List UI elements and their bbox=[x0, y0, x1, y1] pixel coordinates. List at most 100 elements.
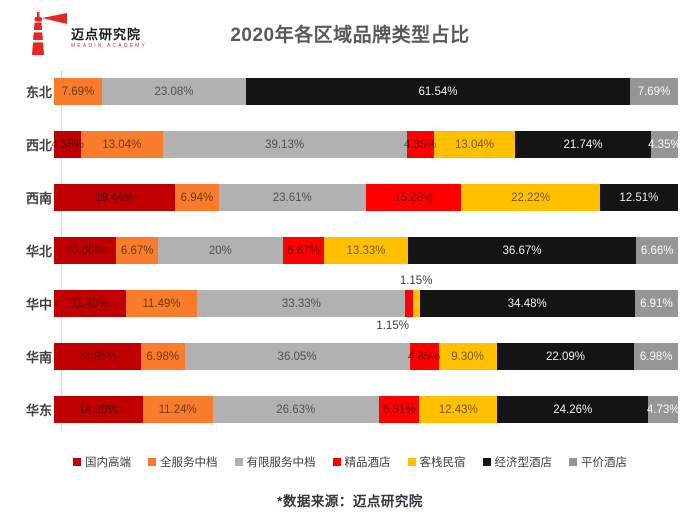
bar-segment-客栈民宿: 13.33% bbox=[324, 237, 408, 264]
segment-value-label: 34.48% bbox=[507, 297, 547, 310]
chart-row-华东: 华东 14.20% 11.24% 26.63% 6.51% 12.43% 24.26% 4.7… bbox=[0, 396, 700, 423]
legend-label: 有限服务中档 bbox=[246, 457, 316, 469]
chart-row-华北: 华北 10.00% 6.67% 20% 6.67% 13.33% 36.67% 6.66% bbox=[0, 237, 700, 264]
legend-swatch-icon bbox=[73, 458, 81, 466]
bar-segment-精品酒店: 15.28% bbox=[365, 184, 462, 211]
segment-value-label: 61.54% bbox=[418, 85, 458, 98]
stacked-bar: 14.20% 11.24% 26.63% 6.51% 12.43% 24.26% 4.73% bbox=[54, 396, 680, 423]
bar-segment-全服务中档: 13.04% bbox=[81, 131, 163, 158]
bar-segment-经济型酒店: 24.26% bbox=[497, 396, 649, 423]
legend-label: 全服务中档 bbox=[160, 457, 218, 469]
segment-value-label: 14.20% bbox=[78, 403, 118, 416]
bar-segment-全服务中档: 7.69% bbox=[54, 78, 102, 105]
segment-value-label: 21.74% bbox=[563, 138, 603, 151]
logo-en-text: MEADIN ACADEMY bbox=[71, 43, 148, 49]
legend-label: 国内高端 bbox=[85, 457, 131, 469]
bar-segment-经济型酒店: 12.51% bbox=[599, 184, 678, 211]
bar-segment-平价酒店: 6.98% bbox=[634, 343, 678, 370]
segment-value-label: 11.49% bbox=[142, 297, 181, 310]
segment-value-label: 6.67% bbox=[120, 244, 154, 257]
bar-segment-国内高端: 13.95% bbox=[54, 343, 142, 370]
segment-value-label: 9.30% bbox=[451, 350, 484, 363]
lighthouse-icon bbox=[26, 10, 68, 56]
bar-segment-经济型酒店: 34.48% bbox=[419, 290, 635, 317]
region-label: 东北 bbox=[26, 85, 53, 100]
segment-value-label: 1.15% bbox=[376, 320, 409, 332]
segment-value-label: 6.94% bbox=[180, 191, 214, 204]
segment-value-label: 6.67% bbox=[287, 244, 320, 257]
chart-title: 2020年各区域品牌类型占比 bbox=[230, 25, 470, 46]
segment-value-label: 1.15% bbox=[399, 275, 433, 287]
segment-value-label: 22.22% bbox=[511, 191, 551, 204]
stacked-bar-chart: 东北 7.69% 23.08% 61.54% 7.69% 西北 4.35% 13.04% 39.… bbox=[0, 70, 700, 429]
chart-row-西南: 西南 19.44% 6.94% 23.61% 15.28% 22.22% 12.51% bbox=[0, 184, 700, 211]
segment-value-label: 33.33% bbox=[281, 297, 321, 310]
bar-segment-全服务中档: 6.94% bbox=[175, 184, 219, 211]
legend-item-平价酒店: 平价酒店 bbox=[569, 454, 627, 470]
bar-segment-客栈民宿: 13.04% bbox=[433, 131, 516, 158]
logo-cn-text: 迈点研究院 bbox=[71, 27, 142, 42]
legend-swatch-icon bbox=[482, 458, 491, 466]
segment-value-label: 24.26% bbox=[553, 403, 593, 416]
segment-value-label: 23.08% bbox=[154, 85, 194, 98]
legend-item-国内高端: 国内高端 bbox=[73, 454, 131, 470]
bar-segment-客栈民宿: 12.43% bbox=[419, 396, 498, 423]
bar-segment-精品酒店: 4.35% bbox=[404, 131, 437, 158]
segment-value-label: 39.13% bbox=[265, 138, 305, 151]
segment-value-label: 22.09% bbox=[545, 350, 585, 363]
legend-label: 精品酒店 bbox=[344, 457, 391, 469]
bar-segment-精品酒店: 6.67% bbox=[282, 237, 325, 264]
bar-segment-有限服务中档: 33.33% bbox=[197, 290, 406, 317]
bar-segment-全服务中档: 11.24% bbox=[142, 396, 213, 423]
meadin-logo: 迈点研究院 MEADIN ACADEMY bbox=[26, 10, 147, 56]
bar-segment-国内高端: 11.49% bbox=[54, 290, 126, 317]
bar-segment-客栈民宿 bbox=[412, 290, 420, 317]
bar-segment-经济型酒店: 21.74% bbox=[515, 131, 651, 158]
segment-value-label: 11.49% bbox=[70, 297, 109, 310]
segment-value-label: 6.98% bbox=[146, 350, 180, 363]
bar-segment-经济型酒店: 36.67% bbox=[407, 237, 637, 264]
segment-value-label: 36.05% bbox=[277, 350, 317, 363]
legend-label: 平价酒店 bbox=[581, 457, 627, 469]
bar-segment-有限服务中档: 39.13% bbox=[162, 131, 407, 158]
stacked-bar: 10.00% 6.67% 20% 6.67% 13.33% 36.67% 6.66% bbox=[54, 237, 678, 264]
segment-value-label: 11.24% bbox=[158, 403, 197, 416]
bar-segment-国内高端: 14.20% bbox=[54, 396, 143, 423]
segment-value-label: 6.51% bbox=[382, 403, 416, 416]
data-source-note: *数据来源：迈点研究院 bbox=[277, 494, 423, 509]
legend-item-有限服务中档: 有限服务中档 bbox=[234, 454, 316, 470]
stacked-bar: 7.69% 23.08% 61.54% 7.69% bbox=[54, 78, 678, 105]
region-label: 西北 bbox=[26, 138, 53, 153]
bar-segment-有限服务中档: 23.08% bbox=[101, 78, 246, 105]
logo-text: 迈点研究院 MEADIN ACADEMY bbox=[71, 28, 147, 49]
bar-segment-平价酒店: 6.91% bbox=[634, 290, 678, 317]
segment-value-label: 7.69% bbox=[637, 85, 671, 98]
segment-value-label: 4.35% bbox=[648, 138, 681, 151]
segment-value-label: 6.98% bbox=[639, 350, 673, 363]
segment-value-label: 36.67% bbox=[502, 244, 542, 257]
segment-value-label: 4.73% bbox=[646, 403, 680, 416]
chart-row-华中: 华中 11.49% 11.49% 33.33% 1.15% 1.15% 34.48% 6.91… bbox=[0, 275, 700, 332]
legend-item-经济型酒店: 经济型酒店 bbox=[482, 454, 552, 470]
stacked-bar: 19.44% 6.94% 23.61% 15.28% 22.22% 12.51% bbox=[54, 184, 678, 211]
bar-segment-平价酒店: 6.66% bbox=[636, 237, 678, 264]
bar-segment-有限服务中档: 20% bbox=[158, 237, 283, 264]
segment-value-label: 15.28% bbox=[394, 191, 434, 204]
bar-segment-经济型酒店: 61.54% bbox=[246, 78, 630, 105]
chart-row-华南: 华南 13.95% 6.98% 36.05% 4.65% 9.30% 22.09% 6.98% bbox=[0, 343, 700, 370]
bar-segment-平价酒店: 7.69% bbox=[630, 78, 678, 105]
stacked-bar: 11.49% 11.49% 33.33% 1.15% 1.15% 34.48% 6.91% bbox=[54, 275, 678, 332]
segment-value-label: 12.51% bbox=[619, 191, 659, 204]
segment-value-label: 13.33% bbox=[346, 244, 386, 257]
bar-segment-全服务中档: 6.67% bbox=[116, 237, 158, 264]
segment-value-label: 23.61% bbox=[272, 191, 312, 204]
legend-swatch-icon bbox=[407, 458, 416, 466]
region-label: 华南 bbox=[26, 350, 53, 365]
segment-value-label: 6.91% bbox=[640, 297, 673, 310]
segment-value-label: 20% bbox=[208, 244, 232, 257]
bar-segment-平价酒店: 4.73% bbox=[646, 396, 680, 423]
segment-value-label: 12.43% bbox=[438, 403, 478, 416]
segment-value-label: 13.04% bbox=[454, 138, 494, 151]
legend-swatch-icon bbox=[332, 458, 341, 466]
legend-item-精品酒店: 精品酒店 bbox=[332, 454, 391, 470]
